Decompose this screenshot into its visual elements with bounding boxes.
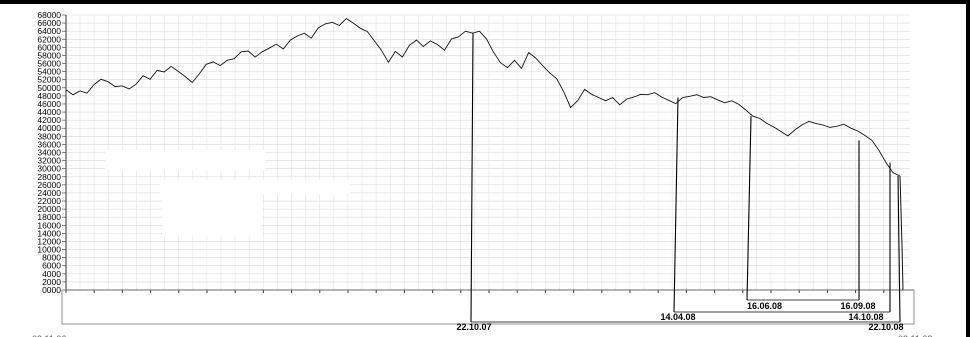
ytick-label: 34000 [37, 148, 61, 158]
ytick-label: 64000 [37, 26, 61, 36]
event-line [470, 33, 474, 323]
ytick-label: 26000 [37, 180, 61, 190]
event-date-label: 14.10.08 [848, 312, 883, 322]
axis-end-date: 03.11.08 [898, 334, 932, 337]
ytick-label: 18000 [37, 212, 61, 222]
event-line [673, 97, 679, 313]
series-line [65, 18, 904, 291]
ytick-label: 36000 [37, 139, 61, 149]
ytick-label: 6000 [42, 261, 61, 271]
masked-area [162, 194, 262, 236]
ytick-label: 30000 [37, 164, 61, 174]
event-date-label: 16.06.08 [747, 301, 782, 311]
masked-area [105, 150, 265, 170]
ytick-label: 22000 [37, 196, 61, 206]
masked-area [230, 182, 290, 190]
event-date-label: 14.04.08 [660, 312, 695, 322]
ytick-label: 16000 [37, 220, 61, 230]
axis-start-date: 03.11.06 [32, 334, 66, 337]
x-axis-dates: 03.11.06 03.11.08 [32, 334, 932, 337]
ytick-label: 42000 [37, 115, 61, 125]
ytick-label: 40000 [37, 123, 61, 133]
ytick-label: 12000 [37, 236, 61, 246]
ytick-label: 46000 [37, 99, 61, 109]
ytick-label: 68000 [37, 10, 61, 20]
event-line [746, 116, 752, 301]
ytick-label: 32000 [37, 156, 61, 166]
ytick-label: 60000 [37, 42, 61, 52]
event-date-label: 22.10.08 [868, 322, 903, 332]
ytick-label: 38000 [37, 131, 61, 141]
event-line [897, 175, 901, 323]
event-date-label: 22.10.07 [456, 322, 491, 332]
ytick-label: 58000 [37, 50, 61, 60]
grid [66, 14, 910, 291]
ytick-label: 54000 [37, 67, 61, 77]
ytick-label: 14000 [37, 228, 61, 238]
ytick-label: 10000 [37, 245, 61, 255]
ytick-label: 4000 [42, 269, 61, 279]
ytick-label: 48000 [37, 91, 61, 101]
ytick-label: 0000 [42, 285, 61, 295]
ytick-label: 62000 [37, 34, 61, 44]
event-markers: 22.10.07 14.04.08 16.06.08 16.09.0814.10.08… [456, 33, 904, 332]
ytick-label: 28000 [37, 172, 61, 182]
x-axis-box [61, 289, 915, 325]
ytick-label: 24000 [37, 188, 61, 198]
ytick-label: 52000 [37, 75, 61, 85]
ytick-label: 2000 [42, 277, 61, 287]
ytick-label: 56000 [37, 59, 61, 69]
ytick-label: 50000 [37, 83, 61, 93]
event-date-label: 16.09.08 [840, 301, 875, 311]
y-axis-ticks: 0000200040006000800010000120001400016000… [37, 10, 66, 295]
ytick-label: 44000 [37, 107, 61, 117]
ytick-label: 66000 [37, 18, 61, 28]
ytick-label: 8000 [42, 253, 61, 263]
axes [61, 15, 915, 325]
series-line-end [899, 175, 904, 291]
series-line-path [65, 18, 901, 177]
ytick-label: 20000 [37, 204, 61, 214]
